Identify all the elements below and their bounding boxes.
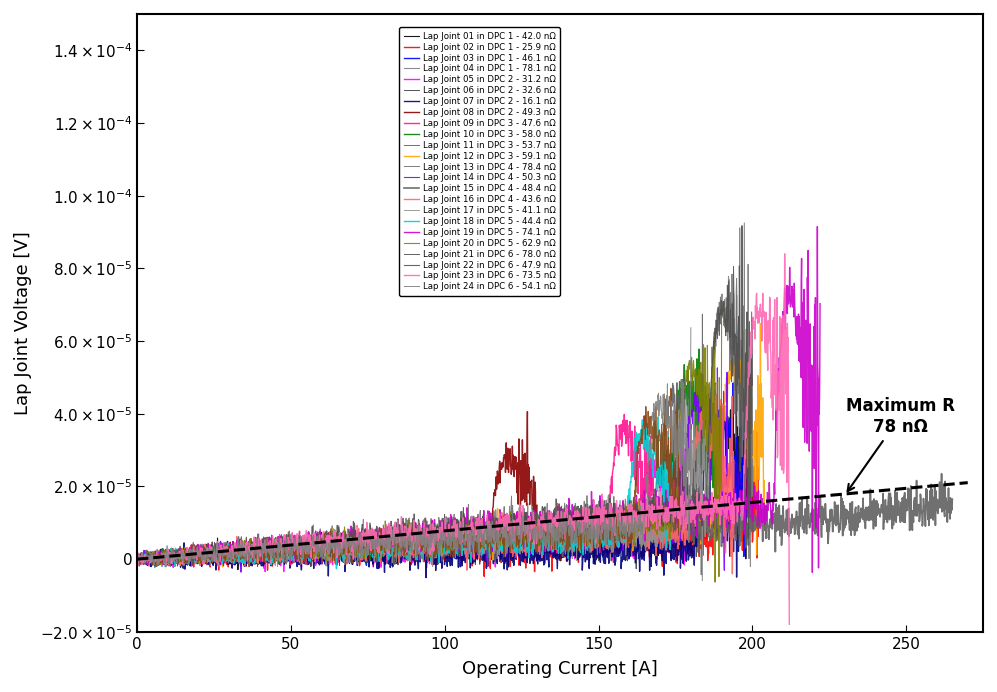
Legend: Lap Joint 01 in DPC 1 - 42.0 nΩ, Lap Joint 02 in DPC 1 - 25.9 nΩ, Lap Joint 03 i: Lap Joint 01 in DPC 1 - 42.0 nΩ, Lap Joi… [400,28,560,295]
Y-axis label: Lap Joint Voltage [V]: Lap Joint Voltage [V] [14,231,32,415]
X-axis label: Operating Current [A]: Operating Current [A] [463,660,658,678]
Text: Maximum R
78 nΩ: Maximum R 78 nΩ [845,397,954,491]
